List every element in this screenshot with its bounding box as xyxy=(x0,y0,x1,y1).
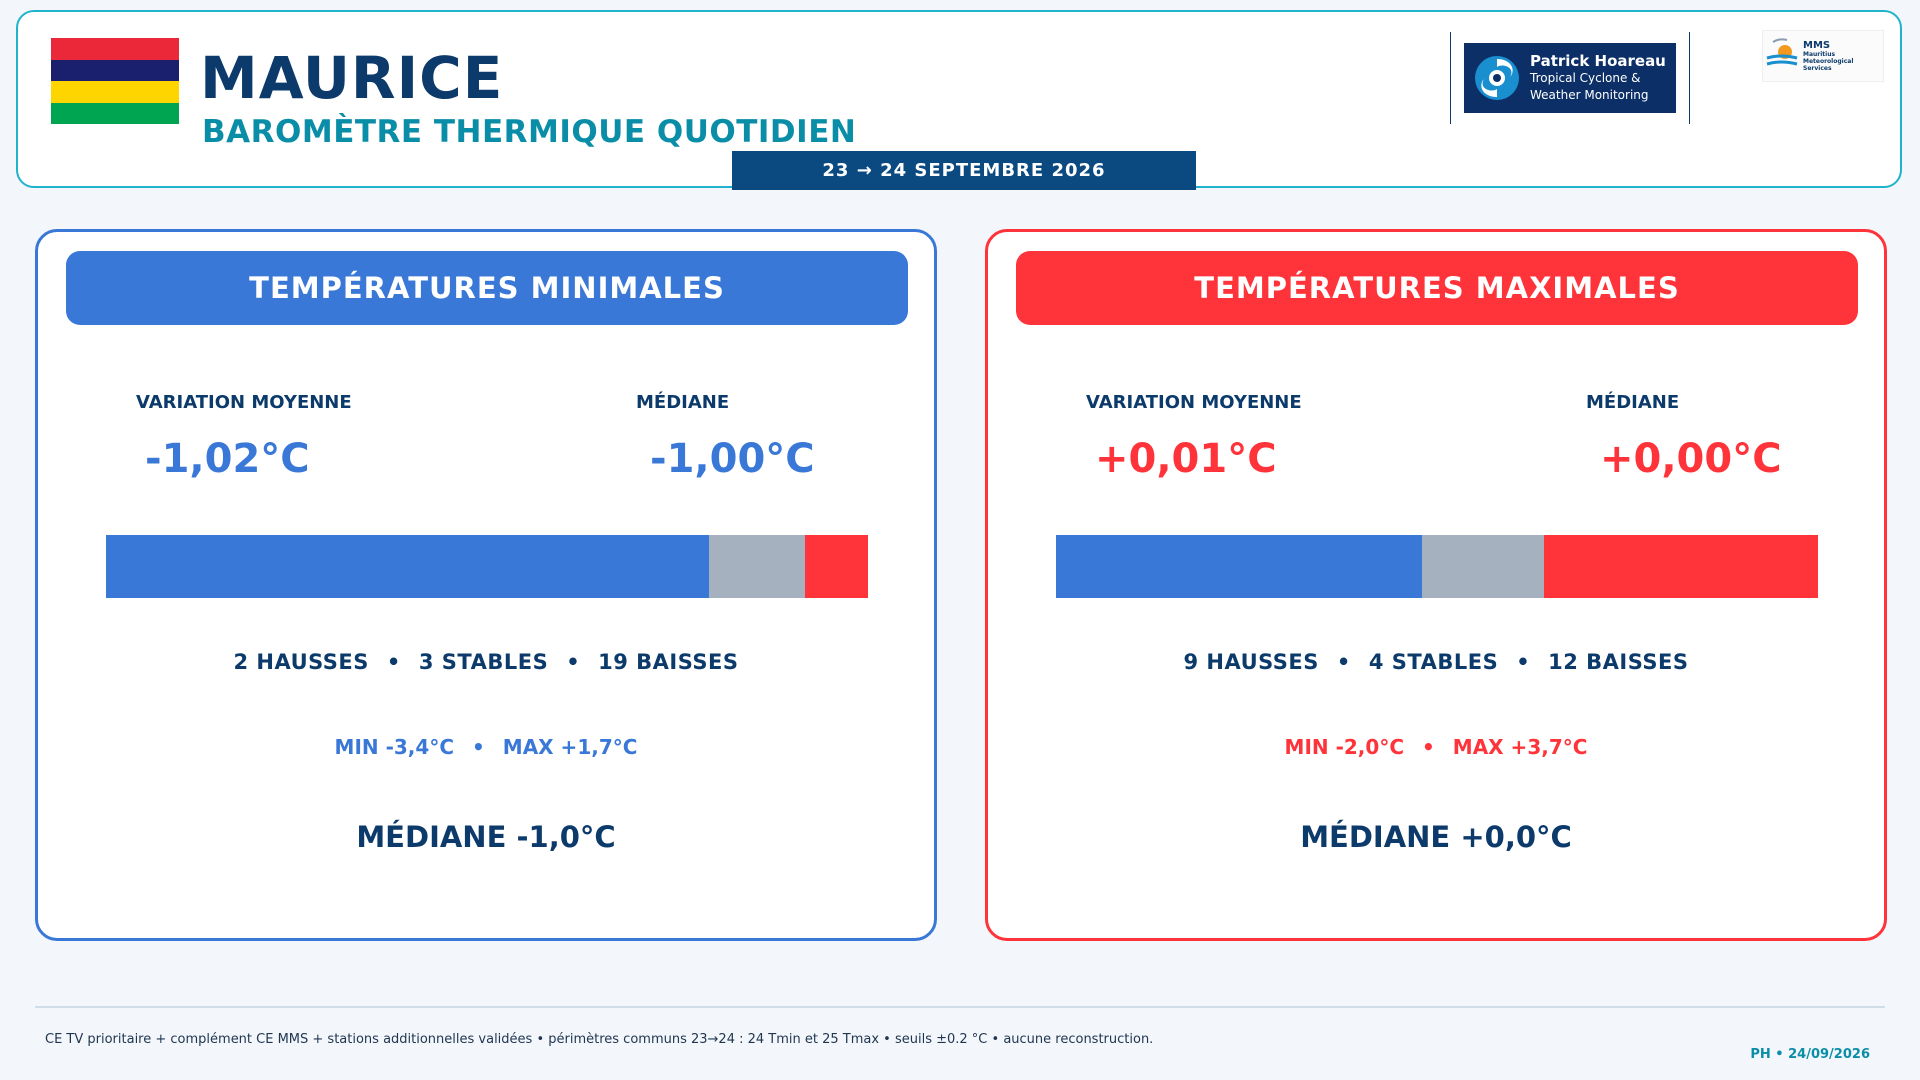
panel-min-title: TEMPÉRATURES MINIMALES xyxy=(66,251,908,325)
max-count-baisses: 12 BAISSES xyxy=(1548,650,1689,674)
min-count-baisses: 19 BAISSES xyxy=(598,650,739,674)
cyclone-icon xyxy=(1475,56,1519,100)
min-range: MIN -3,4°C • MAX +1,7°C xyxy=(38,735,934,759)
max-range-min: MIN -2,0°C xyxy=(1284,735,1404,759)
flag-stripe-yellow xyxy=(51,81,179,103)
min-bar-baisses xyxy=(106,535,710,598)
mms-line-2: Meteorological xyxy=(1803,58,1854,65)
flag-stripe-blue xyxy=(51,59,179,81)
max-distribution-bar xyxy=(1056,535,1818,598)
min-bar-stables xyxy=(709,535,805,598)
min-median-footer: MÉDIANE -1,0°C xyxy=(356,820,616,854)
min-median-value: -1,00°C xyxy=(650,436,815,482)
mms-line-3: Services xyxy=(1803,65,1832,72)
min-counts: 2 HAUSSES • 3 STABLES • 19 BAISSES xyxy=(38,650,934,674)
partner-logo-box: Patrick Hoareau Tropical Cyclone & Weath… xyxy=(1464,43,1676,113)
footer-note: CE TV prioritaire + complément CE MMS + … xyxy=(45,1032,1154,1047)
min-count-hausses: 2 HAUSSES xyxy=(233,650,369,674)
footer-signature: PH • 24/09/2026 xyxy=(1750,1047,1870,1062)
max-range: MIN -2,0°C • MAX +3,7°C xyxy=(988,735,1884,759)
panel-min-temperatures: TEMPÉRATURES MINIMALES VARIATION MOYENNE… xyxy=(35,229,937,941)
panel-max-title: TEMPÉRATURES MAXIMALES xyxy=(1016,251,1858,325)
min-range-min: MIN -3,4°C xyxy=(334,735,454,759)
max-bar-stables xyxy=(1421,535,1544,598)
max-median-footer: MÉDIANE +0,0°C xyxy=(1300,820,1572,854)
separator-dot: • xyxy=(472,735,485,759)
max-median-label: MÉDIANE xyxy=(1586,392,1680,413)
separator-dot: • xyxy=(1516,650,1531,674)
min-mean-label: VARIATION MOYENNE xyxy=(136,392,352,413)
mauritius-flag-icon xyxy=(51,38,179,124)
flag-stripe-green xyxy=(51,102,179,124)
max-bar-hausses xyxy=(1543,535,1818,598)
page-title: MAURICE xyxy=(200,44,504,112)
page-subtitle: BAROMÈTRE THERMIQUE QUOTIDIEN xyxy=(202,114,857,150)
partner-name: Patrick Hoareau xyxy=(1530,52,1666,70)
date-range-badge: 23 → 24 SEPTEMBRE 2026 xyxy=(732,151,1196,190)
max-mean-value: +0,01°C xyxy=(1095,436,1277,482)
footer-divider xyxy=(35,1006,1885,1008)
separator-dot: • xyxy=(566,650,581,674)
panel-max-temperatures: TEMPÉRATURES MAXIMALES VARIATION MOYENNE… xyxy=(985,229,1887,941)
header-card: MAURICE BAROMÈTRE THERMIQUE QUOTIDIEN 23… xyxy=(16,10,1902,190)
min-mean-value: -1,02°C xyxy=(145,436,310,482)
max-range-max: MAX +3,7°C xyxy=(1452,735,1588,759)
max-median-value: +0,00°C xyxy=(1600,436,1782,482)
min-bar-hausses xyxy=(804,535,868,598)
max-count-hausses: 9 HAUSSES xyxy=(1183,650,1319,674)
flag-stripe-red xyxy=(51,38,179,60)
min-median-label: MÉDIANE xyxy=(636,392,730,413)
min-distribution-bar xyxy=(106,535,868,598)
max-bar-baisses xyxy=(1056,535,1422,598)
min-count-stables: 3 STABLES xyxy=(418,650,549,674)
mms-logo-text: MMS Mauritius Meteorological Services xyxy=(1803,40,1853,72)
max-count-stables: 4 STABLES xyxy=(1368,650,1499,674)
separator-dot: • xyxy=(386,650,401,674)
mms-logo: MMS Mauritius Meteorological Services xyxy=(1762,30,1884,82)
separator-dot: • xyxy=(1422,735,1435,759)
mms-abbr: MMS xyxy=(1803,40,1831,51)
mms-line-1: Mauritius xyxy=(1803,51,1836,58)
partner-logo: Patrick Hoareau Tropical Cyclone & Weath… xyxy=(1450,32,1690,124)
partner-tagline-1: Tropical Cyclone & xyxy=(1530,71,1641,85)
partner-tagline-2: Weather Monitoring xyxy=(1530,88,1649,102)
partner-logo-text: Patrick Hoareau Tropical Cyclone & Weath… xyxy=(1530,52,1666,104)
max-mean-label: VARIATION MOYENNE xyxy=(1086,392,1302,413)
max-counts: 9 HAUSSES • 4 STABLES • 12 BAISSES xyxy=(988,650,1884,674)
mms-emblem-icon xyxy=(1766,38,1798,66)
min-range-max: MAX +1,7°C xyxy=(502,735,638,759)
separator-dot: • xyxy=(1336,650,1351,674)
